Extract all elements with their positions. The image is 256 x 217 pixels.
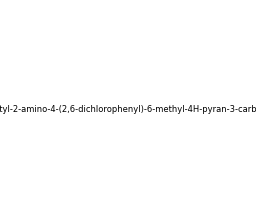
Text: 5-acetyl-2-amino-4-(2,6-dichlorophenyl)-6-methyl-4H-pyran-3-carbonitrile: 5-acetyl-2-amino-4-(2,6-dichlorophenyl)-…: [0, 105, 256, 114]
